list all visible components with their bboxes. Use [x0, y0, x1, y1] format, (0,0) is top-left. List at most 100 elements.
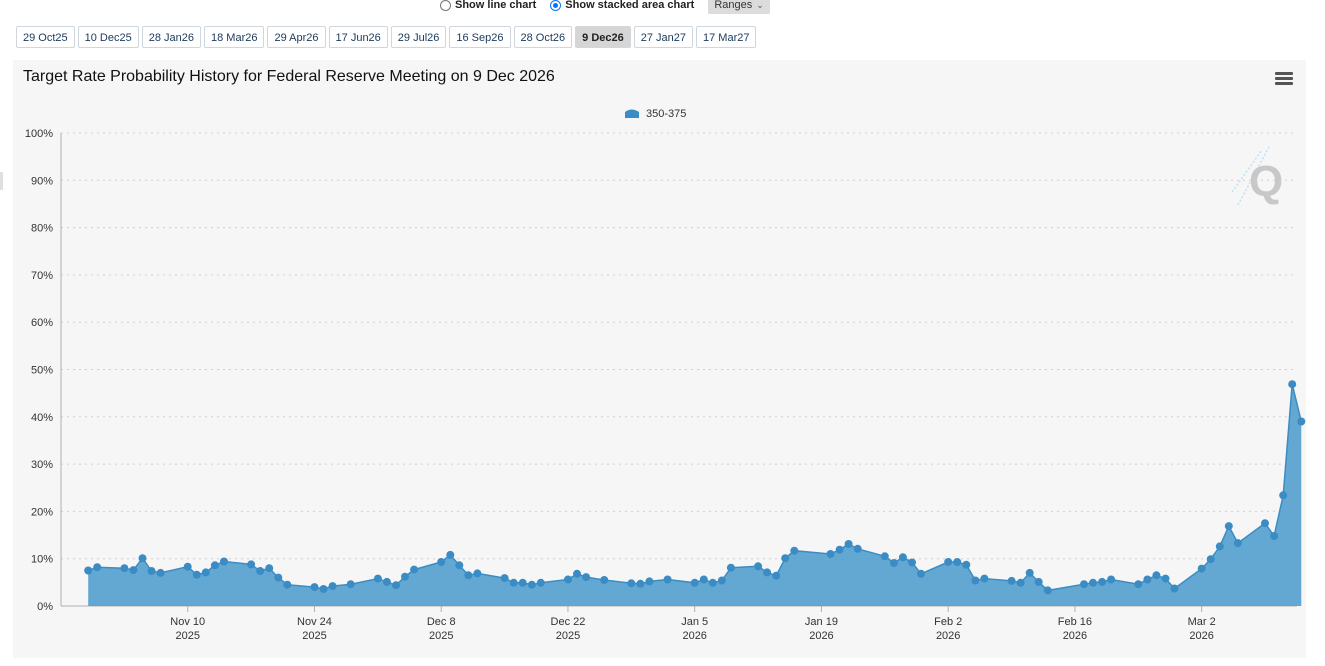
- data-point[interactable]: [265, 564, 274, 573]
- data-point[interactable]: [844, 540, 853, 548]
- data-point[interactable]: [880, 552, 889, 561]
- data-point[interactable]: [382, 577, 391, 586]
- data-point[interactable]: [247, 560, 256, 569]
- data-point[interactable]: [500, 574, 509, 583]
- data-point[interactable]: [790, 546, 799, 555]
- data-point[interactable]: [147, 567, 156, 575]
- meeting-tab[interactable]: 27 Jan27: [633, 26, 693, 48]
- data-point[interactable]: [717, 576, 726, 585]
- data-point[interactable]: [1279, 491, 1288, 500]
- meeting-tab[interactable]: 17 Mar27: [696, 26, 757, 48]
- data-point[interactable]: [754, 562, 763, 571]
- data-point[interactable]: [1297, 417, 1306, 426]
- data-point[interactable]: [210, 561, 219, 570]
- data-point[interactable]: [274, 573, 283, 582]
- data-point[interactable]: [1261, 519, 1269, 528]
- data-point[interactable]: [962, 560, 971, 569]
- meeting-tab[interactable]: 28 Jan26: [141, 26, 201, 48]
- line-chart-option[interactable]: Show line chart: [440, 0, 536, 11]
- data-point[interactable]: [84, 566, 93, 575]
- stacked-area-option[interactable]: Show stacked area chart: [550, 0, 694, 11]
- data-point[interactable]: [1224, 522, 1233, 531]
- data-point[interactable]: [156, 568, 165, 577]
- data-point[interactable]: [573, 569, 581, 578]
- data-point[interactable]: [1016, 578, 1025, 587]
- data-point[interactable]: [509, 578, 518, 587]
- data-point[interactable]: [256, 567, 265, 575]
- data-point[interactable]: [835, 545, 844, 554]
- data-point[interactable]: [1143, 575, 1152, 584]
- data-point[interactable]: [310, 583, 319, 592]
- data-point[interactable]: [889, 559, 898, 567]
- data-point[interactable]: [437, 558, 446, 566]
- data-point[interactable]: [527, 580, 536, 589]
- data-point[interactable]: [980, 574, 989, 583]
- meeting-tab[interactable]: 9 Dec26: [575, 26, 631, 48]
- data-point[interactable]: [1161, 574, 1170, 583]
- data-point[interactable]: [401, 572, 409, 581]
- data-point[interactable]: [328, 582, 337, 591]
- data-point[interactable]: [373, 574, 382, 583]
- meeting-tab[interactable]: 17 Jun26: [328, 26, 388, 48]
- data-point[interactable]: [518, 578, 527, 587]
- data-point[interactable]: [446, 550, 455, 559]
- data-point[interactable]: [726, 563, 735, 572]
- data-point[interactable]: [772, 571, 781, 580]
- data-point[interactable]: [1215, 542, 1224, 551]
- data-point[interactable]: [708, 578, 717, 587]
- data-point[interactable]: [1025, 568, 1034, 577]
- data-point[interactable]: [1206, 555, 1215, 564]
- data-point[interactable]: [192, 570, 201, 579]
- data-point[interactable]: [690, 578, 699, 587]
- data-point[interactable]: [1288, 380, 1297, 389]
- meeting-tab[interactable]: 29 Jul26: [390, 26, 447, 48]
- data-point[interactable]: [1034, 577, 1043, 586]
- meeting-tab[interactable]: 16 Sep26: [449, 26, 511, 48]
- ranges-dropdown[interactable]: Ranges ⌄: [708, 0, 770, 14]
- data-point[interactable]: [1152, 571, 1161, 580]
- data-point[interactable]: [410, 565, 419, 574]
- data-point[interactable]: [1080, 580, 1088, 589]
- data-point[interactable]: [645, 577, 654, 586]
- data-point[interactable]: [1270, 532, 1279, 540]
- data-point[interactable]: [781, 554, 790, 563]
- data-point[interactable]: [699, 575, 708, 584]
- data-point[interactable]: [853, 544, 862, 553]
- data-point[interactable]: [627, 579, 636, 588]
- data-point[interactable]: [1098, 577, 1107, 586]
- data-point[interactable]: [971, 576, 980, 585]
- hamburger-menu-icon[interactable]: [1275, 72, 1293, 86]
- data-point[interactable]: [582, 573, 591, 582]
- data-point[interactable]: [636, 579, 645, 588]
- data-point[interactable]: [1089, 578, 1097, 587]
- data-point[interactable]: [201, 568, 210, 577]
- data-point[interactable]: [898, 553, 907, 562]
- data-point[interactable]: [455, 561, 464, 570]
- data-point[interactable]: [917, 569, 925, 578]
- data-point[interactable]: [183, 562, 192, 571]
- data-point[interactable]: [138, 554, 147, 563]
- data-point[interactable]: [1007, 576, 1016, 585]
- data-point[interactable]: [346, 580, 355, 589]
- data-point[interactable]: [1134, 580, 1143, 589]
- line-chart-radio[interactable]: [440, 0, 451, 11]
- data-point[interactable]: [392, 581, 400, 590]
- data-point[interactable]: [120, 564, 129, 573]
- legend[interactable]: 350-375: [625, 108, 686, 120]
- data-point[interactable]: [1233, 539, 1242, 548]
- data-point[interactable]: [663, 575, 672, 584]
- stacked-area-radio[interactable]: [550, 0, 562, 11]
- data-point[interactable]: [1107, 575, 1116, 584]
- data-point[interactable]: [464, 571, 473, 580]
- data-point[interactable]: [1197, 564, 1206, 573]
- data-point[interactable]: [564, 575, 572, 584]
- meeting-tab[interactable]: 18 Mar26: [204, 26, 265, 48]
- data-point[interactable]: [220, 557, 228, 566]
- data-point[interactable]: [319, 585, 328, 593]
- data-point[interactable]: [600, 576, 609, 584]
- data-point[interactable]: [1043, 586, 1052, 595]
- data-point[interactable]: [473, 569, 482, 578]
- meeting-tab[interactable]: 28 Oct26: [513, 26, 573, 48]
- data-point[interactable]: [953, 558, 962, 566]
- meeting-tab[interactable]: 10 Dec25: [77, 26, 139, 48]
